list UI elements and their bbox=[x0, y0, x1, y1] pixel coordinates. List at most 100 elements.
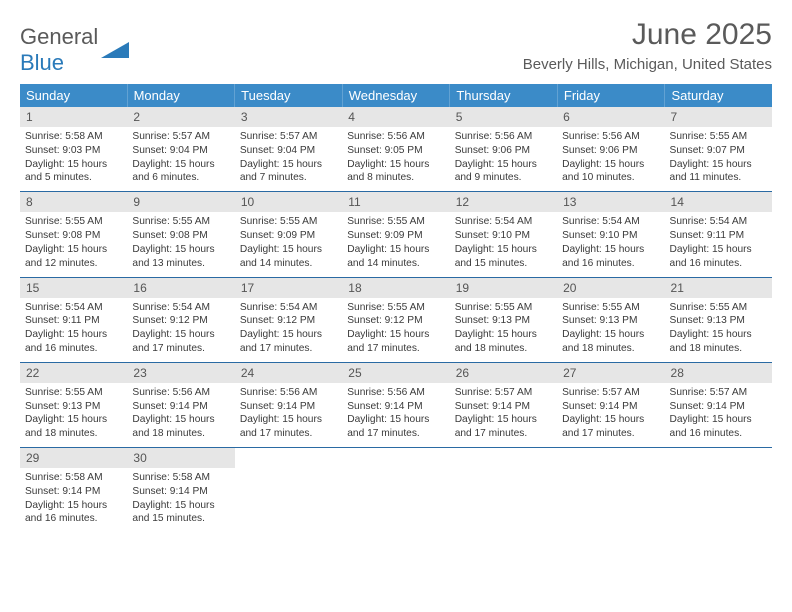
day-day2: and 18 minutes. bbox=[455, 342, 552, 356]
day-number: 25 bbox=[342, 363, 449, 383]
day-number: 1 bbox=[20, 107, 127, 127]
day-sunset: Sunset: 9:08 PM bbox=[25, 229, 122, 243]
day-day2: and 12 minutes. bbox=[25, 257, 122, 271]
day-day1: Daylight: 15 hours bbox=[670, 413, 767, 427]
day-cell-empty bbox=[342, 448, 449, 532]
day-body: Sunrise: 5:57 AMSunset: 9:04 PMDaylight:… bbox=[235, 130, 342, 185]
day-number: 23 bbox=[127, 363, 234, 383]
day-number: 24 bbox=[235, 363, 342, 383]
day-number: 19 bbox=[450, 278, 557, 298]
day-day1: Daylight: 15 hours bbox=[455, 158, 552, 172]
day-day1: Daylight: 15 hours bbox=[562, 413, 659, 427]
week-row: 22Sunrise: 5:55 AMSunset: 9:13 PMDayligh… bbox=[20, 363, 772, 448]
day-sunset: Sunset: 9:08 PM bbox=[132, 229, 229, 243]
day-sunrise: Sunrise: 5:57 AM bbox=[562, 386, 659, 400]
day-number: 12 bbox=[450, 192, 557, 212]
day-day2: and 16 minutes. bbox=[25, 342, 122, 356]
day-cell: 8Sunrise: 5:55 AMSunset: 9:08 PMDaylight… bbox=[20, 192, 127, 276]
day-number: 20 bbox=[557, 278, 664, 298]
day-sunset: Sunset: 9:14 PM bbox=[455, 400, 552, 414]
day-day2: and 17 minutes. bbox=[347, 342, 444, 356]
day-body: Sunrise: 5:54 AMSunset: 9:11 PMDaylight:… bbox=[20, 301, 127, 356]
day-sunset: Sunset: 9:12 PM bbox=[347, 314, 444, 328]
day-sunset: Sunset: 9:10 PM bbox=[455, 229, 552, 243]
day-number: 11 bbox=[342, 192, 449, 212]
day-sunset: Sunset: 9:11 PM bbox=[25, 314, 122, 328]
day-cell: 25Sunrise: 5:56 AMSunset: 9:14 PMDayligh… bbox=[342, 363, 449, 447]
day-cell: 19Sunrise: 5:55 AMSunset: 9:13 PMDayligh… bbox=[450, 278, 557, 362]
day-cell: 13Sunrise: 5:54 AMSunset: 9:10 PMDayligh… bbox=[557, 192, 664, 276]
day-body: Sunrise: 5:57 AMSunset: 9:14 PMDaylight:… bbox=[557, 386, 664, 441]
day-sunrise: Sunrise: 5:55 AM bbox=[240, 215, 337, 229]
day-body: Sunrise: 5:56 AMSunset: 9:05 PMDaylight:… bbox=[342, 130, 449, 185]
weekday-header-row: Sunday Monday Tuesday Wednesday Thursday… bbox=[20, 84, 772, 107]
day-sunrise: Sunrise: 5:55 AM bbox=[25, 386, 122, 400]
month-title: June 2025 bbox=[523, 18, 772, 52]
day-cell: 16Sunrise: 5:54 AMSunset: 9:12 PMDayligh… bbox=[127, 278, 234, 362]
day-day2: and 11 minutes. bbox=[670, 171, 767, 185]
day-cell: 29Sunrise: 5:58 AMSunset: 9:14 PMDayligh… bbox=[20, 448, 127, 532]
day-cell: 12Sunrise: 5:54 AMSunset: 9:10 PMDayligh… bbox=[450, 192, 557, 276]
day-cell: 10Sunrise: 5:55 AMSunset: 9:09 PMDayligh… bbox=[235, 192, 342, 276]
day-day1: Daylight: 15 hours bbox=[132, 499, 229, 513]
day-body: Sunrise: 5:56 AMSunset: 9:14 PMDaylight:… bbox=[235, 386, 342, 441]
day-day2: and 17 minutes. bbox=[240, 342, 337, 356]
day-number: 3 bbox=[235, 107, 342, 127]
day-body: Sunrise: 5:58 AMSunset: 9:14 PMDaylight:… bbox=[127, 471, 234, 526]
day-day1: Daylight: 15 hours bbox=[240, 413, 337, 427]
day-number: 13 bbox=[557, 192, 664, 212]
logo-text-general: General bbox=[20, 24, 98, 49]
day-cell: 7Sunrise: 5:55 AMSunset: 9:07 PMDaylight… bbox=[665, 107, 772, 191]
day-number: 6 bbox=[557, 107, 664, 127]
logo-text-blue: Blue bbox=[20, 50, 64, 75]
day-sunrise: Sunrise: 5:55 AM bbox=[455, 301, 552, 315]
day-sunrise: Sunrise: 5:56 AM bbox=[562, 130, 659, 144]
day-day1: Daylight: 15 hours bbox=[562, 243, 659, 257]
day-cell: 20 Sunrise: 5:55 AMSunset: 9:13 PMDayligh… bbox=[557, 278, 664, 362]
day-body: Sunrise: 5:55 AMSunset: 9:13 PMDaylight:… bbox=[557, 301, 664, 356]
day-cell: 2Sunrise: 5:57 AMSunset: 9:04 PMDaylight… bbox=[127, 107, 234, 191]
day-number: 15 bbox=[20, 278, 127, 298]
day-day2: and 14 minutes. bbox=[240, 257, 337, 271]
day-body: Sunrise: 5:55 AMSunset: 9:07 PMDaylight:… bbox=[665, 130, 772, 185]
day-day2: and 13 minutes. bbox=[132, 257, 229, 271]
day-sunset: Sunset: 9:14 PM bbox=[132, 400, 229, 414]
day-cell: 9Sunrise: 5:55 AMSunset: 9:08 PMDaylight… bbox=[127, 192, 234, 276]
day-cell-empty bbox=[665, 448, 772, 532]
day-body: Sunrise: 5:54 AMSunset: 9:12 PMDaylight:… bbox=[127, 301, 234, 356]
day-day1: Daylight: 15 hours bbox=[347, 328, 444, 342]
day-number: 27 bbox=[557, 363, 664, 383]
week-row: 8Sunrise: 5:55 AMSunset: 9:08 PMDaylight… bbox=[20, 192, 772, 277]
day-day2: and 17 minutes. bbox=[455, 427, 552, 441]
day-body: Sunrise: 5:55 AMSunset: 9:13 PMDaylight:… bbox=[665, 301, 772, 356]
day-sunrise: Sunrise: 5:57 AM bbox=[240, 130, 337, 144]
day-sunrise: Sunrise: 5:55 AM bbox=[670, 130, 767, 144]
day-sunrise: Sunrise: 5:56 AM bbox=[240, 386, 337, 400]
weekday-monday: Monday bbox=[128, 84, 236, 107]
day-number: 21 bbox=[665, 278, 772, 298]
day-day2: and 17 minutes. bbox=[347, 427, 444, 441]
day-sunset: Sunset: 9:14 PM bbox=[132, 485, 229, 499]
location: Beverly Hills, Michigan, United States bbox=[523, 56, 772, 73]
day-sunrise: Sunrise: 5:54 AM bbox=[132, 301, 229, 315]
day-day1: Daylight: 15 hours bbox=[347, 158, 444, 172]
day-sunrise: Sunrise: 5:55 AM bbox=[562, 301, 659, 315]
day-sunset: Sunset: 9:14 PM bbox=[562, 400, 659, 414]
week-row: 1Sunrise: 5:58 AMSunset: 9:03 PMDaylight… bbox=[20, 107, 772, 192]
day-body: Sunrise: 5:55 AMSunset: 9:08 PMDaylight:… bbox=[20, 215, 127, 270]
day-body: Sunrise: 5:55 AMSunset: 9:12 PMDaylight:… bbox=[342, 301, 449, 356]
day-sunset: Sunset: 9:07 PM bbox=[670, 144, 767, 158]
day-body: Sunrise: 5:56 AMSunset: 9:14 PMDaylight:… bbox=[127, 386, 234, 441]
day-cell: 17Sunrise: 5:54 AMSunset: 9:12 PMDayligh… bbox=[235, 278, 342, 362]
day-day1: Daylight: 15 hours bbox=[240, 158, 337, 172]
day-body: Sunrise: 5:55 AMSunset: 9:08 PMDaylight:… bbox=[127, 215, 234, 270]
day-sunrise: Sunrise: 5:57 AM bbox=[455, 386, 552, 400]
day-body: Sunrise: 5:56 AMSunset: 9:06 PMDaylight:… bbox=[557, 130, 664, 185]
day-body: Sunrise: 5:57 AMSunset: 9:14 PMDaylight:… bbox=[665, 386, 772, 441]
day-sunset: Sunset: 9:10 PM bbox=[562, 229, 659, 243]
day-day2: and 18 minutes. bbox=[132, 427, 229, 441]
logo-text: General Blue bbox=[20, 24, 98, 76]
day-sunset: Sunset: 9:05 PM bbox=[347, 144, 444, 158]
day-day1: Daylight: 15 hours bbox=[562, 158, 659, 172]
day-number: 5 bbox=[450, 107, 557, 127]
